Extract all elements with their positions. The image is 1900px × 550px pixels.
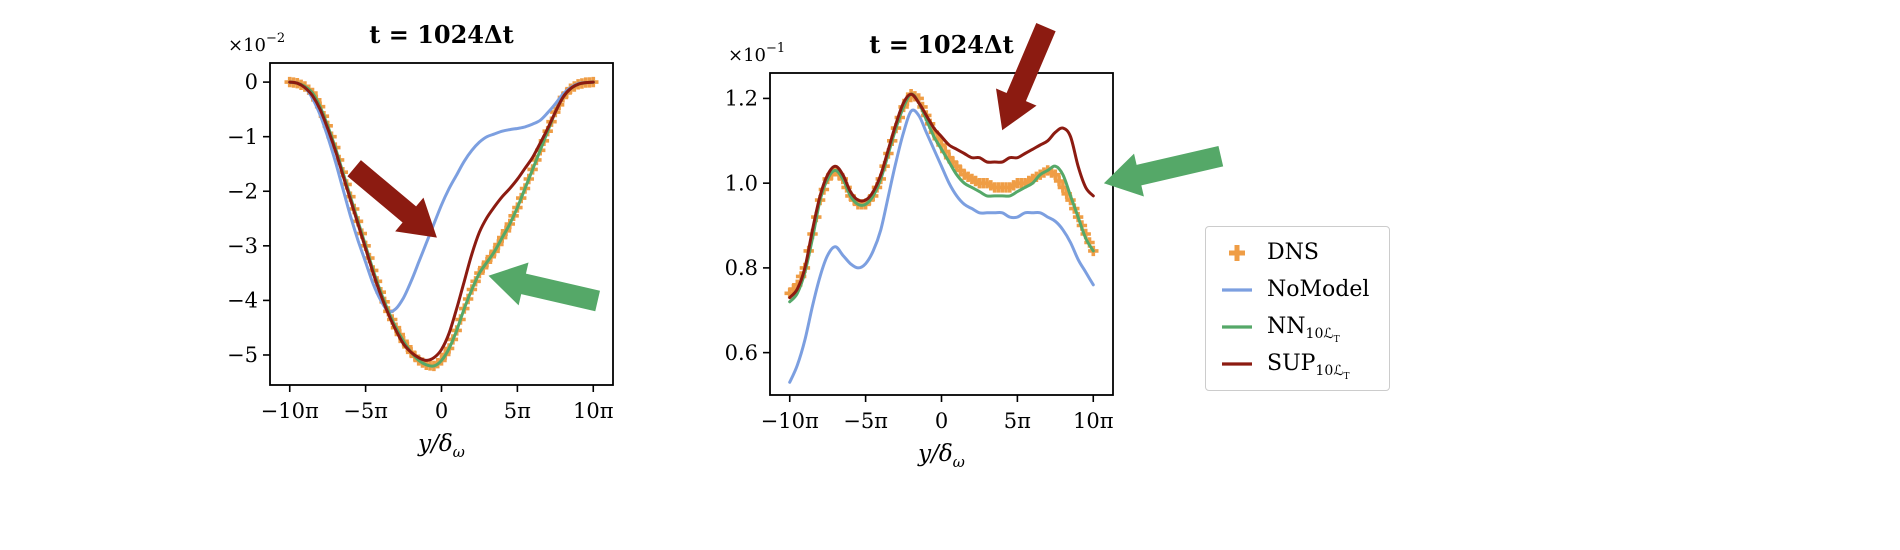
y-tick-label: −2 — [227, 179, 258, 203]
axis-offset-label: ×10−2 — [228, 31, 285, 56]
axes-box — [769, 72, 1114, 396]
y-tick-label: 1.0 — [725, 171, 758, 195]
nn-arrow — [488, 262, 600, 312]
x-tick-label: −5π — [343, 399, 388, 423]
left-plot-panel: −10π −5π 0 5π 10π 0 −1 −2 −3 −4 −5 ×10−2 t = 1024Δt y… — [205, 15, 625, 461]
plot-title: t = 1024Δt — [869, 30, 1013, 59]
legend-item-label: DNS — [1267, 239, 1319, 265]
x-tick-label: −10π — [761, 409, 819, 433]
right-plot-panel: −10π −5π 0 5π 10π 0.6 0.8 1.0 1.2 ×10−1 t = 1024Δt… — [705, 23, 1224, 471]
sup-arrow — [347, 160, 437, 238]
x-tick-label: 10π — [1073, 409, 1114, 433]
x-axis-label: y/δω — [417, 431, 465, 461]
left-plot-svg: −10π −5π 0 5π 10π 0 −1 −2 −3 −4 −5 ×10−2 t = 1024Δt y… — [227, 20, 614, 461]
plot-title: t = 1024Δt — [369, 20, 513, 49]
x-tick-label: 5π — [1004, 409, 1031, 433]
y-tick-label: −1 — [227, 125, 258, 149]
series-SUP10LT — [788, 92, 1095, 300]
legend-item: NN10ℒT — [1220, 313, 1369, 346]
legend: DNS NoModel NN10ℒT SUP10ℒT — [1205, 226, 1391, 391]
x-axis-label: y/δω — [917, 441, 965, 471]
nomodel-line-icon — [1220, 281, 1254, 299]
x-tick-label: 0 — [435, 399, 448, 423]
legend-item: SUP10ℒT — [1220, 350, 1369, 383]
y-tick-label: 0.8 — [725, 256, 758, 280]
x-tick-label: 5π — [504, 399, 531, 423]
legend-item-label: NN10ℒT — [1267, 313, 1340, 346]
y-tick-label: −5 — [227, 343, 258, 367]
dns-marker-icon — [1220, 244, 1254, 262]
sup-arrow — [996, 23, 1056, 131]
y-tick-label: 0 — [245, 70, 258, 94]
legend-item-label: SUP10ℒT — [1267, 350, 1350, 383]
x-tick-label: −10π — [261, 399, 319, 423]
x-tick-label: 0 — [935, 409, 948, 433]
nn-line-icon — [1220, 318, 1254, 336]
axis-offset-label: ×10−1 — [728, 41, 785, 66]
series-NN10LT — [288, 80, 595, 368]
legend-item-label: NoModel — [1267, 276, 1370, 302]
series-NoModel — [288, 80, 595, 314]
sup-line-icon — [1220, 355, 1254, 373]
series-DNS — [784, 89, 1099, 299]
y-tick-label: −4 — [227, 289, 258, 313]
legend-item: NoModel — [1220, 277, 1369, 303]
y-tick-label: 0.6 — [725, 341, 758, 365]
x-tick-label: −5π — [843, 409, 888, 433]
y-tick-label: 1.2 — [725, 87, 758, 111]
right-plot-svg: −10π −5π 0 5π 10π 0.6 0.8 1.0 1.2 ×10−1 t = 1024Δt… — [725, 23, 1224, 471]
series-NoModel — [788, 108, 1095, 384]
series-SUP10LT — [288, 80, 595, 362]
x-tick-label: 10π — [573, 399, 614, 423]
legend-item: DNS — [1220, 240, 1369, 266]
series-NN10LT — [788, 92, 1095, 304]
nn-arrow — [1103, 145, 1224, 197]
y-tick-label: −3 — [227, 234, 258, 258]
